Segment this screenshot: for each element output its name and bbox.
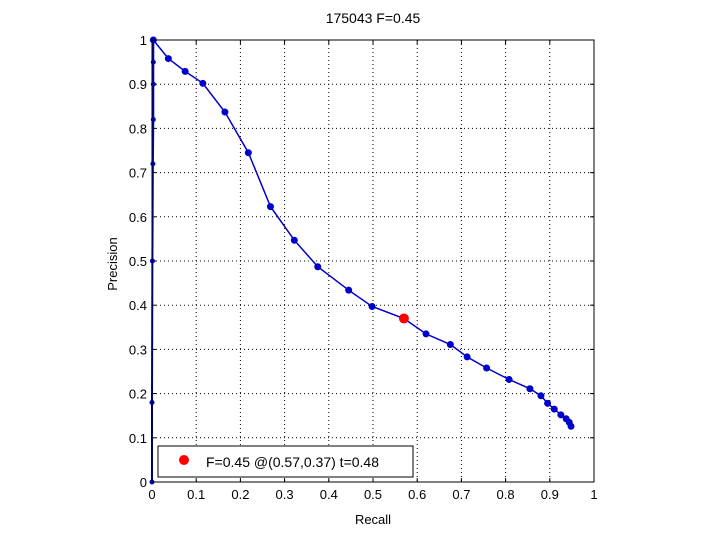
pr-point [446,341,454,349]
x-tick-label: 0.6 [408,487,426,502]
x-tick-label: 0.5 [364,487,382,502]
pr-point [368,303,376,311]
x-axis-label: Recall [355,512,391,527]
pr-point [290,236,298,244]
pr-point [314,263,322,271]
y-tick-label: 0.2 [129,387,147,402]
y-axis-label: Precision [105,237,120,290]
pr-point [181,67,189,75]
y-tick-label: 0.6 [129,210,147,225]
x-tick-label: 0.9 [541,487,559,502]
y-tick-label: 0.5 [129,254,147,269]
pr-point [266,203,274,211]
legend-marker [179,455,189,465]
y-tick-label: 1 [140,33,147,48]
y-tick-label: 0.8 [129,121,147,136]
pr-point [544,399,552,407]
plot-area: 0 0.1 0.2 0.3 0.4 0.5 0.6 0.7 0.8 0.9 1 0 0.1 0.2 0.3 0… [129,33,598,502]
y-tick-label: 0.7 [129,166,147,181]
y-tick-label: 0.1 [129,431,147,446]
pr-point [537,392,545,400]
pr-point [505,375,513,383]
legend-box [157,445,414,478]
grid-layer [152,40,594,482]
pr-point [164,55,172,63]
pr-point [567,422,575,430]
pr-point [345,286,353,294]
y-tick-label: 0.9 [129,77,147,92]
plot-frame [151,39,595,483]
x-tick-label: 0.4 [320,487,338,502]
x-tick-label: 1 [590,487,597,502]
best-f-point [398,313,409,324]
pr-point [244,149,252,157]
y-tick-label: 0.3 [129,342,147,357]
y-tick-label: 0.4 [129,298,147,313]
pr-point [199,79,207,87]
pr-point [557,411,565,419]
pr-point [463,353,471,361]
pr-point-low [150,161,156,167]
x-tick-label: 0.8 [497,487,515,502]
x-tick-label: 0 [148,487,155,502]
tick-layer: 0 0.1 0.2 0.3 0.4 0.5 0.6 0.7 0.8 0.9 1 0 0.1 0.2 0.3 0… [129,33,598,502]
legend: F=0.45 @(0.57,0.37) t=0.48 [157,445,414,478]
x-tick-label: 0.2 [231,487,249,502]
pr-point [483,364,491,372]
pr-point [526,385,534,393]
legend-label: F=0.45 @(0.57,0.37) t=0.48 [206,454,379,470]
chart-title: 175043 F=0.45 [326,10,421,26]
x-tick-label: 0.7 [452,487,470,502]
pr-point [550,405,558,413]
y-tick-label: 0 [140,475,147,490]
x-tick-label: 0.3 [276,487,294,502]
pr-point [422,330,430,338]
pr-point [221,108,229,116]
x-tick-label: 0.1 [187,487,205,502]
